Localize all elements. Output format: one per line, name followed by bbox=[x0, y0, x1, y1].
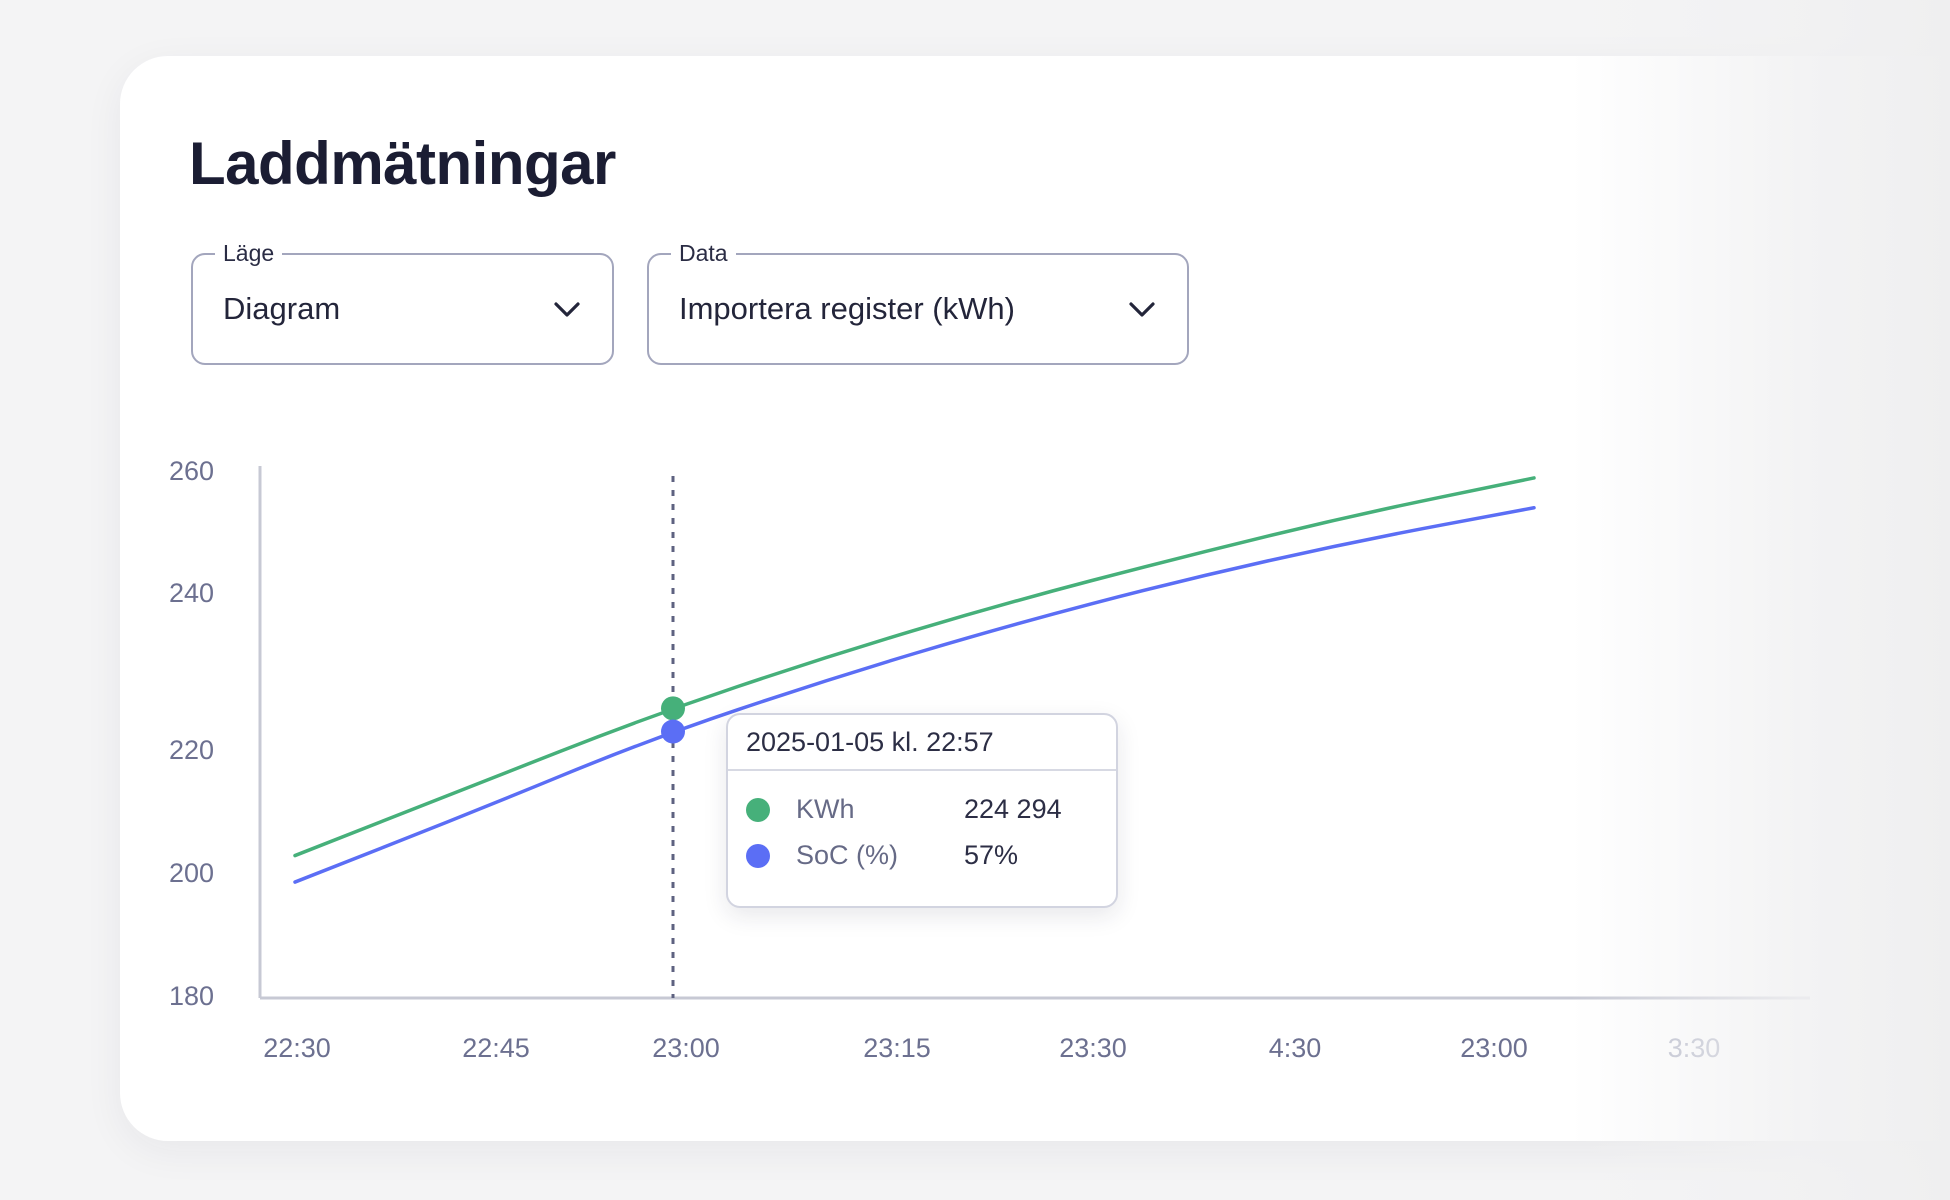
x-tick-label: 23:15 bbox=[863, 1033, 931, 1063]
mode-select-value: Diagram bbox=[223, 291, 341, 326]
series-line bbox=[293, 476, 1536, 858]
y-tick-label: 200 bbox=[169, 858, 214, 888]
data-select-label: Data bbox=[671, 239, 736, 267]
x-tick-label: 4:30 bbox=[1269, 1033, 1322, 1063]
chart-tooltip: 2025-01-05 kl. 22:57 KWh 224 294 SoC (%)… bbox=[726, 713, 1118, 908]
x-tick-label: 22:30 bbox=[263, 1033, 331, 1063]
data-select-value: Importera register (kWh) bbox=[679, 291, 1015, 326]
x-tick-label: 23:30 bbox=[1059, 1033, 1127, 1063]
legend-dot-icon bbox=[746, 798, 770, 822]
tooltip-series-value: 57% bbox=[964, 840, 1019, 870]
data-select[interactable]: Data Importera register (kWh) bbox=[647, 239, 1189, 365]
x-tick-label: 23:00 bbox=[1460, 1033, 1528, 1063]
hover-point bbox=[661, 719, 685, 744]
tooltip-timestamp: 2025-01-05 kl. 22:57 bbox=[728, 715, 1116, 771]
tooltip-series-name: KWh bbox=[796, 794, 855, 824]
y-tick-label: 240 bbox=[169, 578, 214, 608]
hover-point bbox=[661, 696, 685, 721]
x-tick-label: 22:45 bbox=[462, 1033, 530, 1063]
chevron-down-icon bbox=[1129, 302, 1155, 317]
series-line bbox=[293, 506, 1536, 884]
chevron-down-icon bbox=[554, 302, 580, 317]
tooltip-series-value: 224 294 bbox=[964, 794, 1062, 824]
tooltip-row-soc: SoC (%) 57% bbox=[746, 837, 1098, 873]
y-tick-label: 180 bbox=[169, 981, 214, 1011]
x-tick-label: 3:30 bbox=[1668, 1033, 1721, 1063]
tooltip-series-name: SoC (%) bbox=[796, 840, 899, 870]
mode-select[interactable]: Läge Diagram bbox=[191, 239, 614, 365]
y-tick-label: 220 bbox=[169, 735, 214, 765]
mode-select-label: Läge bbox=[215, 239, 283, 267]
legend-dot-icon bbox=[746, 844, 770, 868]
page-title: Laddmätningar bbox=[189, 130, 616, 197]
y-tick-label: 260 bbox=[169, 456, 214, 486]
x-tick-label: 23:00 bbox=[652, 1033, 720, 1063]
tooltip-row-kwh: KWh 224 294 bbox=[746, 791, 1098, 827]
